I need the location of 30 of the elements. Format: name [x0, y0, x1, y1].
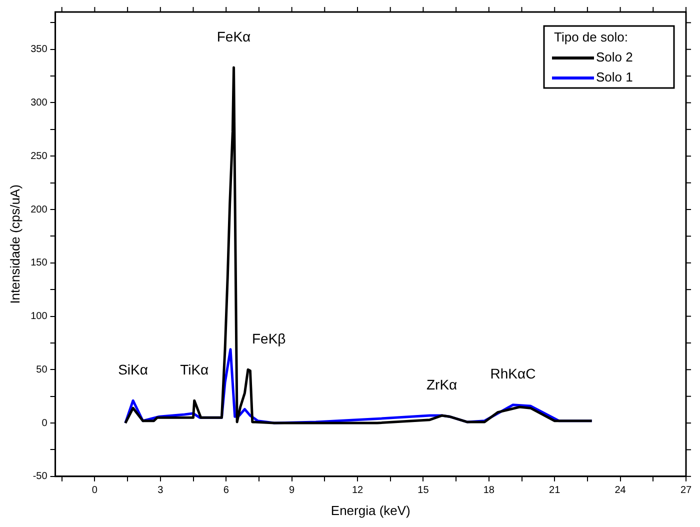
annotation: RhKαC — [490, 366, 536, 382]
x-tick-label: 21 — [549, 485, 561, 496]
legend-label: Solo 2 — [596, 50, 633, 65]
y-tick-label: 250 — [30, 150, 48, 162]
x-tick-label: 0 — [92, 485, 98, 496]
y-tick-label: 200 — [30, 204, 48, 216]
y-tick-label: 50 — [36, 364, 48, 376]
y-tick-label: 0 — [42, 418, 48, 429]
x-tick-label: 9 — [289, 485, 296, 496]
x-tick-label: 3 — [158, 485, 164, 496]
y-tick-label: 150 — [30, 258, 48, 269]
legend-title: Tipo de solo: — [554, 30, 628, 45]
x-tick-label: 18 — [483, 485, 495, 496]
y-tick-label: -50 — [32, 471, 48, 482]
annotation: TiKα — [180, 361, 209, 378]
y-axis-title: Intensidade (cps/uA) — [7, 184, 22, 304]
y-tick-label: 100 — [30, 311, 48, 322]
y-tick-label: 300 — [30, 97, 48, 108]
x-tick-label: 15 — [418, 485, 430, 496]
x-tick-label: 24 — [614, 485, 626, 496]
legend-label: Solo 1 — [596, 70, 633, 85]
x-tick-label: 12 — [352, 485, 364, 496]
annotation: SiKα — [118, 361, 148, 378]
y-tick-label: 350 — [30, 44, 48, 56]
annotation: FeKβ — [252, 330, 286, 346]
annotation: ZrKα — [426, 376, 458, 392]
x-tick-label: 27 — [680, 485, 692, 496]
x-tick-label: 6 — [223, 485, 230, 496]
annotation: FeKα — [216, 28, 251, 44]
x-axis-title: Energia (keV) — [330, 502, 410, 518]
